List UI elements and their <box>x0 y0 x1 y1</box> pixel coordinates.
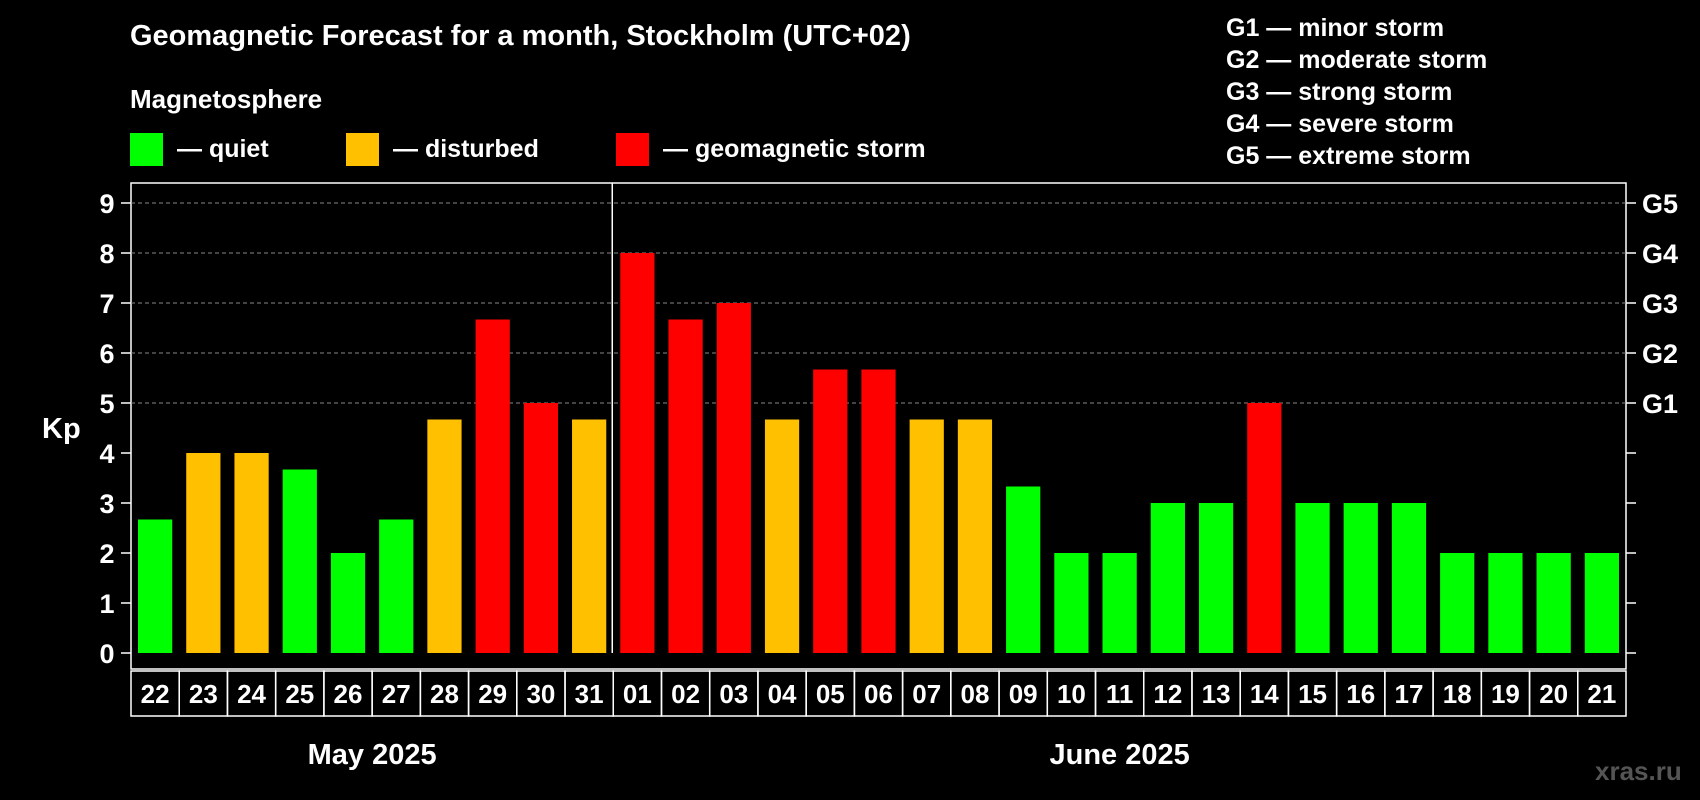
x-tick-label-19: 19 <box>1491 679 1520 709</box>
bar-22 <box>138 519 173 653</box>
x-tick-label-22: 22 <box>141 679 170 709</box>
bar-02 <box>668 319 703 653</box>
x-tick-label-24: 24 <box>237 679 266 709</box>
bar-20 <box>1536 553 1571 653</box>
y-axis-label: Kp <box>42 413 81 445</box>
y-tick-label-2: 2 <box>99 539 114 569</box>
bar-10 <box>1054 553 1089 653</box>
storm-level-g4: G4 — severe storm <box>1226 110 1454 138</box>
bar-15 <box>1295 503 1330 653</box>
bar-11 <box>1102 553 1137 653</box>
x-tick-label-23: 23 <box>189 679 218 709</box>
legend-label-quiet: — quiet <box>177 135 269 163</box>
x-tick-label-27: 27 <box>382 679 411 709</box>
x-tick-label-29: 29 <box>478 679 507 709</box>
month-label-1: June 2025 <box>1049 739 1189 771</box>
bar-08 <box>957 419 993 653</box>
storm-level-g5: G5 — extreme storm <box>1226 142 1471 170</box>
bar-07 <box>909 419 944 653</box>
bar-27 <box>379 519 414 653</box>
y-tick-label-6: 6 <box>99 339 114 369</box>
storm-level-g1: G1 — minor storm <box>1226 14 1445 42</box>
bar-12 <box>1150 503 1185 653</box>
date-box-21 <box>1577 670 1627 717</box>
y-tick-label-7: 7 <box>99 289 114 319</box>
legend-subtitle: Magnetosphere <box>130 84 323 114</box>
y-tick-label-1: 1 <box>99 589 114 619</box>
x-tick-label-18: 18 <box>1443 679 1472 709</box>
x-tick-label-07: 07 <box>912 679 941 709</box>
right-tick-label-g2: G2 <box>1642 339 1678 369</box>
y-tick-label-9: 9 <box>99 189 114 219</box>
storm-level-g2: G2 — moderate storm <box>1226 46 1488 74</box>
x-tick-label-16: 16 <box>1346 679 1375 709</box>
bar-06 <box>861 369 896 653</box>
x-tick-label-12: 12 <box>1153 679 1182 709</box>
x-tick-label-25: 25 <box>285 679 314 709</box>
x-tick-label-26: 26 <box>334 679 363 709</box>
right-tick-label-g5: G5 <box>1642 189 1678 219</box>
bar-01 <box>620 253 655 653</box>
x-tick-label-13: 13 <box>1202 679 1231 709</box>
watermark: xras.ru <box>1595 756 1682 786</box>
y-tick-label-0: 0 <box>99 639 114 669</box>
x-tick-label-31: 31 <box>575 679 604 709</box>
bar-26 <box>330 553 366 653</box>
x-tick-label-06: 06 <box>864 679 893 709</box>
bar-21 <box>1584 553 1619 653</box>
bar-05 <box>813 369 848 653</box>
legend-swatch-disturbed <box>346 133 379 166</box>
x-tick-label-05: 05 <box>816 679 845 709</box>
bar-13 <box>1198 503 1234 653</box>
bar-09 <box>1006 486 1041 653</box>
right-tick-label-g4: G4 <box>1642 239 1678 269</box>
x-tick-label-17: 17 <box>1395 679 1424 709</box>
x-tick-label-11: 11 <box>1106 679 1134 709</box>
bar-24 <box>234 453 269 653</box>
chart-title: Geomagnetic Forecast for a month, Stockh… <box>130 20 911 52</box>
x-tick-label-15: 15 <box>1298 679 1327 709</box>
bar-19 <box>1488 553 1523 653</box>
bar-28 <box>427 419 462 653</box>
x-tick-label-28: 28 <box>430 679 459 709</box>
x-tick-label-08: 08 <box>960 679 989 709</box>
bar-18 <box>1440 553 1475 653</box>
legend-swatch-storm <box>616 133 649 166</box>
x-tick-label-10: 10 <box>1057 679 1086 709</box>
x-tick-label-21: 21 <box>1587 679 1616 709</box>
x-tick-label-30: 30 <box>526 679 555 709</box>
bar-30 <box>523 403 559 653</box>
bar-16 <box>1343 503 1378 653</box>
x-tick-label-09: 09 <box>1009 679 1038 709</box>
x-tick-label-20: 20 <box>1539 679 1568 709</box>
x-tick-label-14: 14 <box>1250 679 1279 709</box>
y-tick-label-4: 4 <box>99 439 114 469</box>
x-tick-label-01: 01 <box>623 679 652 709</box>
y-tick-label-5: 5 <box>99 389 114 419</box>
x-tick-label-03: 03 <box>719 679 748 709</box>
x-tick-label-02: 02 <box>671 679 700 709</box>
y-tick-label-3: 3 <box>99 489 114 519</box>
storm-level-g3: G3 — strong storm <box>1226 78 1453 106</box>
right-tick-label-g1: G1 <box>1642 389 1678 419</box>
x-tick-label-04: 04 <box>768 679 797 709</box>
bar-14 <box>1247 403 1282 653</box>
right-tick-label-g3: G3 <box>1642 289 1678 319</box>
legend-label-storm: — geomagnetic storm <box>663 135 926 163</box>
bar-04 <box>764 419 800 653</box>
bar-25 <box>282 469 317 653</box>
y-tick-label-8: 8 <box>99 239 114 269</box>
month-label-0: May 2025 <box>308 739 437 771</box>
bar-03 <box>716 303 751 653</box>
bar-29 <box>475 319 510 653</box>
bar-23 <box>186 453 221 653</box>
bar-31 <box>572 419 607 653</box>
bar-17 <box>1391 503 1427 653</box>
plot-frame <box>130 182 1627 670</box>
legend-swatch-quiet <box>130 133 163 166</box>
legend-label-disturbed: — disturbed <box>393 135 539 163</box>
